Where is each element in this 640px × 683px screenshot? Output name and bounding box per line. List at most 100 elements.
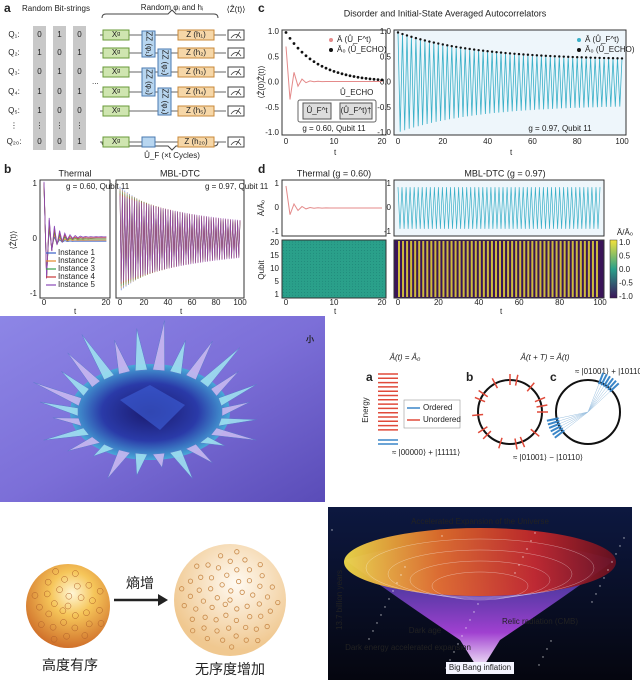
legend-entry: Unordered	[423, 415, 461, 424]
fragment	[208, 575, 215, 581]
zz-gate	[141, 136, 156, 148]
heatmap-stripe	[515, 241, 518, 297]
readout-title: ⟨Ẑ(t)⟩	[227, 5, 246, 14]
x-tick-label: 0	[118, 298, 123, 307]
x-tick-label: 20	[434, 298, 443, 307]
curve-dot	[620, 57, 624, 60]
star	[595, 593, 597, 595]
crystal-spike	[61, 371, 90, 397]
cell	[61, 576, 68, 583]
fragment	[194, 563, 200, 569]
heatmap-stripe	[579, 241, 582, 297]
fragment	[257, 583, 263, 589]
phase-tick	[477, 426, 488, 434]
colorbar-tick: 1.0	[619, 238, 631, 247]
crystal-spike	[210, 371, 239, 397]
heatmap-stripe	[410, 241, 413, 297]
caption: 高度有序	[42, 657, 98, 674]
echo-label: Û_ECHO	[340, 88, 373, 97]
heatmap-stripe	[458, 241, 461, 297]
star	[546, 648, 548, 650]
fragment	[247, 614, 253, 620]
curve-dot	[464, 47, 467, 50]
fragment	[181, 603, 187, 609]
y-tick-label: 0	[33, 234, 38, 243]
y-tick-label: 0.0	[268, 78, 280, 87]
fragment	[233, 633, 239, 639]
heatmap-stripe	[422, 241, 425, 297]
curve-dot	[446, 44, 449, 47]
star	[473, 611, 475, 613]
y-axis-label: ⟨Ẑ(t)⟩	[9, 231, 18, 250]
star	[469, 619, 471, 621]
panel-label: a	[366, 370, 373, 384]
fragment	[234, 606, 240, 612]
inset-gate	[339, 102, 373, 120]
y-tick-label: 1	[275, 179, 280, 188]
fragment	[214, 628, 220, 634]
cell	[81, 632, 89, 639]
bit-column	[33, 26, 46, 150]
phase-tick	[526, 382, 535, 392]
x-axis-label: t	[510, 148, 513, 157]
gates-title: Random φᵢ and hᵢ	[141, 3, 203, 12]
star	[396, 582, 398, 584]
note: g = 0.97, Qubit 11	[528, 124, 592, 133]
x-tick-label: 20	[140, 298, 149, 307]
cell	[43, 590, 51, 598]
fragment	[269, 584, 275, 590]
y-tick-label: -1.0	[377, 128, 391, 137]
fragment	[246, 578, 253, 584]
fragment	[215, 565, 222, 571]
star	[518, 564, 520, 566]
fragment	[258, 613, 264, 619]
legend-marker	[329, 38, 333, 42]
bit: 0	[57, 106, 62, 115]
x-tick-label: 10	[330, 298, 339, 307]
bit: 0	[57, 137, 62, 146]
annotation: Relic radiation (CMB)	[502, 617, 578, 626]
funnel-rim	[344, 528, 616, 596]
fragment	[243, 637, 249, 643]
fragment	[264, 623, 270, 630]
crystal-spike	[39, 401, 79, 417]
fragment	[239, 589, 245, 595]
fragment	[205, 562, 211, 568]
legend-entry: Instance 1	[58, 248, 95, 257]
legend-entry: Instance 5	[58, 280, 95, 289]
bit: 1	[57, 30, 62, 39]
curve-dot	[517, 52, 521, 56]
qubit-label: Q₁:	[8, 30, 19, 39]
heatmap-stripe	[398, 241, 401, 297]
phase-tick	[491, 378, 499, 389]
fragment	[234, 549, 240, 555]
legend-entry: Ā (Û_F^t)	[585, 35, 619, 44]
bit: ⋮	[56, 121, 64, 130]
crystal-facet	[120, 385, 185, 430]
y-tick-label: 1	[33, 179, 38, 188]
meter	[230, 49, 242, 57]
star	[615, 553, 617, 555]
legend-marker	[577, 38, 581, 42]
readout	[227, 47, 245, 59]
watermark: 小	[305, 334, 314, 344]
curve-dot	[584, 56, 588, 59]
curve-dot	[300, 50, 304, 54]
bit-column	[73, 26, 86, 150]
fragment	[193, 606, 199, 612]
cell	[31, 592, 39, 599]
fragment	[250, 592, 256, 598]
cell	[59, 607, 67, 614]
cell	[96, 607, 103, 614]
phase-tick	[472, 413, 484, 417]
z-gate	[177, 66, 215, 78]
phase-tick	[600, 373, 608, 386]
fragment	[255, 637, 261, 644]
x-tick-label: 60	[188, 298, 197, 307]
phase-spoke	[562, 411, 589, 432]
cell	[63, 632, 70, 640]
fragment	[217, 553, 224, 559]
curve-dot	[312, 60, 316, 64]
fragment	[234, 567, 240, 573]
panel-label: c	[550, 370, 557, 384]
